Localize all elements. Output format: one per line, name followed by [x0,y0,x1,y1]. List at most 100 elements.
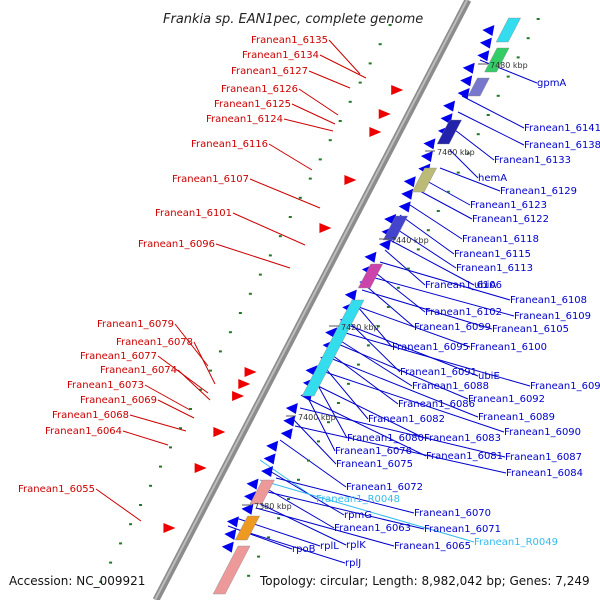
gene-label-right: Franean1_6108 [510,295,587,306]
cds-arrow-reverse [266,440,279,452]
gene-label-left: Franean1_6077 [80,351,157,362]
cds-arrow-forward [194,463,207,473]
gene-label-left: Franean1_6069 [80,395,157,406]
cds-arrow-forward [344,175,357,185]
leader-line-left [129,414,187,432]
track-marker [297,478,301,481]
cds-arrow-forward [232,391,245,401]
gene-label-left: Franean1_6079 [97,319,174,330]
track-marker [307,459,311,462]
cds-arrow-forward [238,379,251,389]
track-marker [366,344,370,347]
leader-line-right [329,357,479,418]
gene-label-left: Franean1_6073 [67,380,144,391]
leader-line-left [215,243,291,269]
cds-arrow-forward [369,127,382,137]
leader-line-right [371,269,426,313]
track-marker [218,350,222,353]
topology-text: Topology: circular; Length: 8,982,042 bp… [260,574,590,588]
leader-line-right [324,371,505,433]
gene-label-right: Franean1_6076 [335,446,412,457]
gene-label-left: Franean1_6078 [116,337,193,348]
gene-label-right: Franean1_6088 [412,381,489,392]
gene-label-right: Franean1_6072 [346,482,423,493]
track-marker [178,427,182,430]
track-marker [119,542,123,545]
cds-arrow-reverse [261,466,274,477]
cds-arrow-reverse [379,239,392,251]
gene-label-right: Franean1_6081 [426,451,503,462]
gene-label-right: Franean1_6063 [334,523,411,534]
track-marker [496,94,500,97]
gene-label-right: Franean1_6091 [400,367,477,378]
gene-label-right: Franean1_6123 [470,200,547,211]
track-marker [298,196,302,199]
cds-arrow-reverse [344,289,357,301]
gene-label-right: Franean1_6071 [424,524,501,535]
leader-line-left [268,143,313,171]
leader-line-left [298,88,339,116]
gene-label-right: ubiE [478,371,500,382]
accession-text: Accession: NC_009921 [9,574,146,588]
gene-label-right: Franean1_6118 [462,234,539,245]
gene-label-right: rpoB [292,544,316,555]
gene-label-right: Franean1_6087 [505,452,582,463]
track-marker [396,286,400,289]
cds-arrow-reverse [285,403,298,414]
track-marker [368,62,372,65]
leader-line-right [309,399,427,457]
operon-block [357,263,384,289]
gene-label-right: ubiA [474,280,496,291]
track-marker [376,325,380,328]
cds-arrow-reverse [477,50,490,62]
leader-line-right [449,149,479,179]
leader-line-right [341,331,531,387]
cds-arrow-reverse [263,453,276,465]
track-marker [198,388,202,391]
gene-label-right: Franean1_R0048 [316,494,400,505]
gene-label-right: Franean1_6113 [456,263,533,274]
leader-line-right [314,379,348,439]
leader-line-left [232,212,306,246]
gene-label-right: Franean1_6099 [414,322,491,333]
gene-label-right: Franean1_6109 [514,311,591,322]
cds-arrow-reverse [462,62,475,74]
track-marker [316,440,320,443]
leader-line-left [157,399,195,419]
kbp-tick-label: 7400 kbp [298,413,336,422]
gene-label-right: Franean1_6083 [424,433,501,444]
gene-label-right: Franean1_6098 [530,381,600,392]
cds-arrow-reverse [423,138,436,150]
cds-arrow-reverse [457,88,470,99]
track-marker [139,504,143,506]
track-marker [258,273,262,276]
track-marker [336,402,340,404]
gene-label-right: Franean1_6133 [494,155,571,166]
leader-line-right [361,289,493,330]
cds-arrow-reverse [364,251,377,263]
track-marker [109,561,113,564]
gene-label-right: hemA [478,173,507,184]
gene-label-left: Franean1_6116 [191,139,268,150]
leader-line-left [249,178,321,209]
leader-line-right [461,95,525,129]
gene-label-right: Franean1_6095 [392,342,469,353]
track-marker [466,152,470,155]
operon-block [301,299,365,397]
track-marker [406,267,410,270]
gene-label-right: Franean1_6122 [472,214,549,225]
gene-label-right: rplJ [345,558,361,569]
track-marker [149,484,153,487]
track-marker [318,158,322,161]
gene-label-right: Franean1_6102 [425,307,502,318]
track-marker [287,498,291,500]
kbp-tick-label: 7380 kbp [254,502,292,511]
gene-label-right: Franean1_R0049 [474,537,558,548]
track-marker [228,331,232,334]
cds-arrow-forward [319,223,332,233]
track-marker [456,171,460,174]
cds-arrow-reverse [479,37,492,49]
cds-arrow-reverse [241,503,254,515]
